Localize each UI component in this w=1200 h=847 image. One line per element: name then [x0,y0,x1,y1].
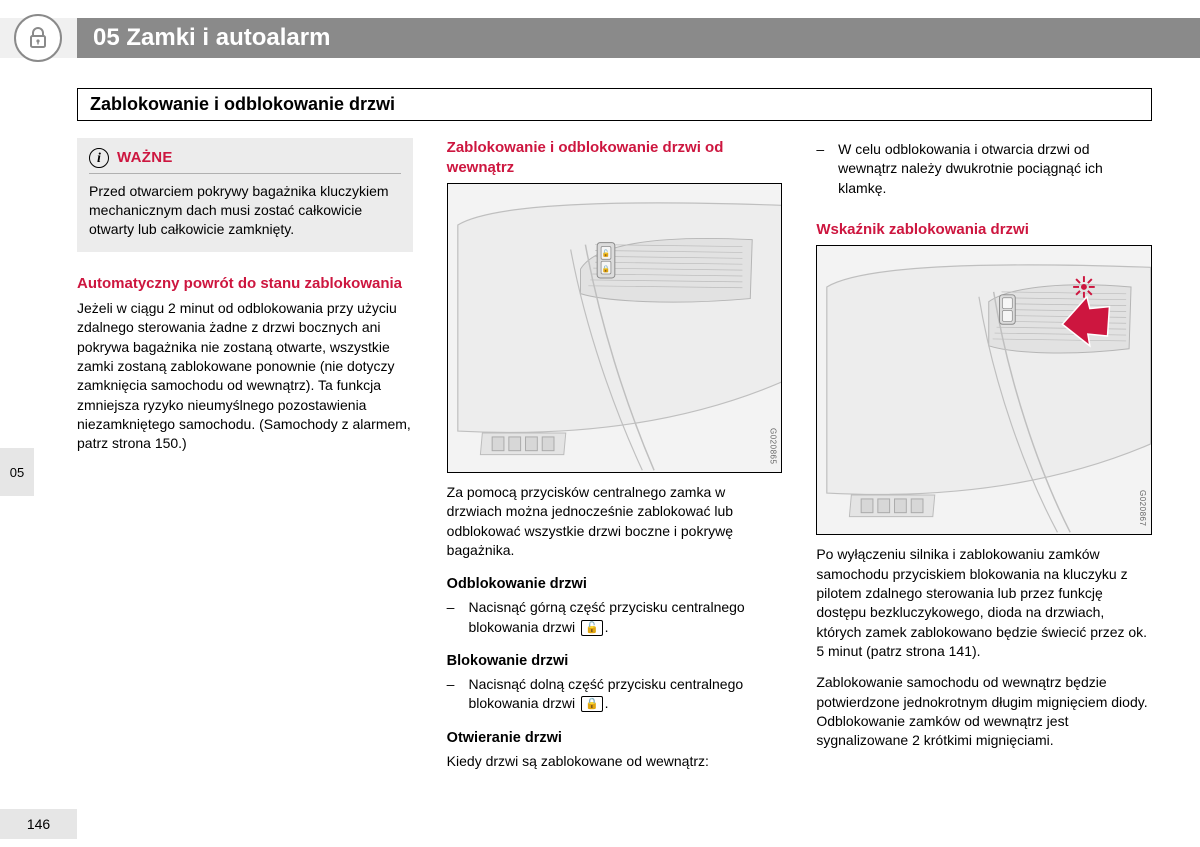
figure-id: G020865 [767,428,778,464]
svg-text:🔓: 🔓 [601,248,610,257]
svg-text:🔒: 🔒 [601,265,610,273]
heading-auto-relock: Automatyczny powrót do stanu zablokowani… [77,274,413,294]
bullet-item: – W celu odblokowania i otwarcia drzwi o… [816,140,1152,198]
important-header: i WAŻNE [89,148,401,174]
heading-open: Otwieranie drzwi [447,728,783,748]
heading-lock: Blokowanie drzwi [447,651,783,671]
paragraph: Kiedy drzwi są zablokowane od wewnątrz: [447,752,783,771]
figure-door-lock-button: 🔓 🔒 G020865 [447,183,783,473]
bullet-text: Nacisnąć górną część przycisku centralne… [468,598,782,637]
lock-icon [26,26,50,50]
paragraph: Jeżeli w ciągu 2 minut od odblokowania p… [77,299,413,454]
important-text: Przed otwarciem pokrywy bagażnika kluczy… [89,182,401,240]
unlock-glyph: 🔓 [581,620,603,636]
door-panel-illustration [817,246,1151,534]
page-number: 146 [0,809,77,839]
bullet-text: Nacisnąć dolną część przycisku centralne… [468,675,782,714]
chapter-lock-badge [14,14,62,62]
section-header: Zablokowanie i odblokowanie drzwi [77,88,1152,121]
bullet-dash: – [447,598,455,637]
column-1: i WAŻNE Przed otwarciem pokrywy bagażnik… [77,138,413,787]
heading-lock-inside: Zablokowanie i odblokowanie drzwi od wew… [447,138,783,177]
paragraph: Zablokowanie samochodu od wewnątrz będzi… [816,673,1152,750]
bullet-dash: – [816,140,824,198]
side-chapter-tab: 05 [0,448,34,496]
important-label: WAŻNE [117,148,173,169]
lock-glyph: 🔒 [581,696,603,712]
bullet-item: – Nacisnąć górną część przycisku central… [447,598,783,637]
column-3: – W celu odblokowania i otwarcia drzwi o… [816,138,1152,787]
heading-unlock: Odblokowanie drzwi [447,574,783,594]
bullet-dash: – [447,675,455,714]
paragraph: Za pomocą przycisków centralnego zamka w… [447,483,783,560]
figure-id: G020867 [1137,490,1148,526]
paragraph: Po wyłączeniu silnika i zablokowaniu zam… [816,545,1152,661]
important-callout: i WAŻNE Przed otwarciem pokrywy bagażnik… [77,138,413,252]
heading-lock-indicator: Wskaźnik zablokowania drzwi [816,220,1152,240]
info-icon: i [89,148,109,168]
bullet-text: W celu odblokowania i otwarcia drzwi od … [838,140,1152,198]
bullet-item: – Nacisnąć dolną część przycisku central… [447,675,783,714]
figure-lock-indicator: G020867 [816,245,1152,535]
column-2: Zablokowanie i odblokowanie drzwi od wew… [447,138,783,787]
chapter-title: 05 Zamki i autoalarm [93,24,330,52]
content-columns: i WAŻNE Przed otwarciem pokrywy bagażnik… [77,138,1152,787]
door-panel-illustration: 🔓 🔒 [448,184,782,472]
chapter-header: 05 Zamki i autoalarm [77,18,1200,58]
manual-page: 05 Zamki i autoalarm Zablokowanie i odbl… [0,0,1200,847]
